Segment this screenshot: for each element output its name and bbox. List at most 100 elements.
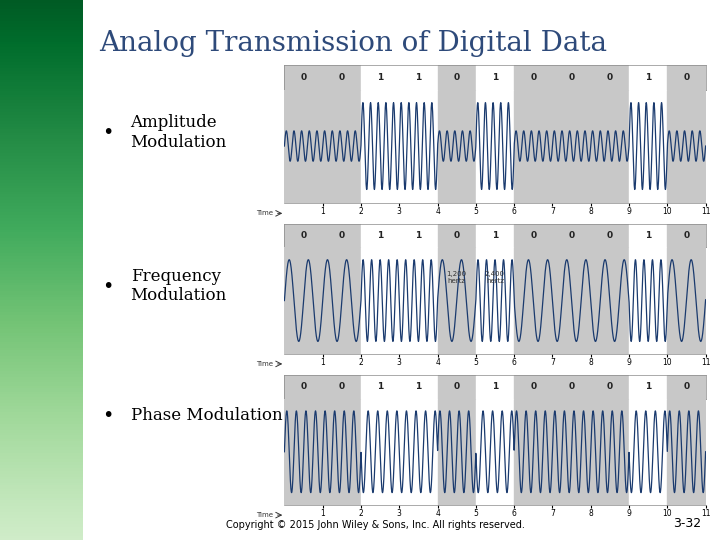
Bar (667, 247, 706, 354)
Bar (667, 399, 706, 505)
Bar (590, 399, 629, 505)
Bar (590, 90, 629, 202)
Bar (590, 65, 629, 90)
Bar (361, 224, 400, 247)
Bar (667, 90, 706, 202)
Text: Copyright © 2015 John Wiley & Sons, Inc. All rights reserved.: Copyright © 2015 John Wiley & Sons, Inc.… (227, 520, 526, 530)
Bar (629, 375, 667, 399)
Bar (323, 247, 361, 354)
Bar (438, 224, 476, 247)
Bar (284, 399, 323, 505)
Text: 1: 1 (377, 73, 383, 82)
Text: 0: 0 (569, 382, 575, 392)
Bar (552, 90, 590, 202)
Bar (514, 375, 552, 399)
Bar (629, 399, 667, 505)
Bar (323, 65, 361, 90)
Text: 1: 1 (492, 231, 498, 240)
Text: Time: Time (256, 512, 273, 518)
Text: 0: 0 (454, 231, 460, 240)
Text: Frequency
Modulation: Frequency Modulation (130, 268, 227, 305)
Text: 0: 0 (607, 231, 613, 240)
Bar (361, 247, 400, 354)
Text: 0: 0 (530, 382, 536, 392)
Text: 1: 1 (377, 231, 383, 240)
Text: 1: 1 (415, 382, 421, 392)
Bar (284, 247, 323, 354)
Bar (667, 65, 706, 90)
Bar (284, 375, 323, 399)
Bar (400, 375, 438, 399)
Bar (476, 247, 514, 354)
Bar (552, 65, 590, 90)
Bar (361, 399, 400, 505)
Text: Phase Modulation: Phase Modulation (130, 407, 282, 424)
Text: 1: 1 (645, 231, 652, 240)
Bar (323, 90, 361, 202)
Bar (400, 224, 438, 247)
Text: 1,200
hertz: 1,200 hertz (446, 271, 467, 284)
Bar (590, 224, 629, 247)
Bar (361, 90, 400, 202)
Bar (438, 65, 476, 90)
Text: Amplitude
Modulation: Amplitude Modulation (130, 114, 227, 151)
Text: 0: 0 (683, 382, 690, 392)
Bar (552, 224, 590, 247)
Text: 0: 0 (454, 382, 460, 392)
Bar (552, 375, 590, 399)
Bar (323, 399, 361, 505)
Bar (629, 224, 667, 247)
Bar (476, 65, 514, 90)
Bar (438, 247, 476, 354)
Text: 0: 0 (607, 73, 613, 82)
Bar (284, 224, 323, 247)
Bar (361, 375, 400, 399)
Bar (476, 90, 514, 202)
Text: 3-32: 3-32 (672, 517, 701, 530)
Text: 1: 1 (492, 382, 498, 392)
Text: 0: 0 (300, 231, 307, 240)
Bar (400, 399, 438, 505)
Text: 0: 0 (339, 382, 345, 392)
Bar (629, 247, 667, 354)
Bar (552, 247, 590, 354)
Bar (514, 65, 552, 90)
Text: 0: 0 (683, 231, 690, 240)
Text: •: • (102, 406, 113, 426)
Text: •: • (102, 123, 113, 142)
Bar (514, 247, 552, 354)
Bar (400, 247, 438, 354)
Text: 0: 0 (569, 231, 575, 240)
Bar (514, 224, 552, 247)
Bar (590, 247, 629, 354)
Bar (438, 90, 476, 202)
Text: 1: 1 (645, 73, 652, 82)
Bar (438, 375, 476, 399)
Text: Time: Time (256, 361, 273, 367)
Bar (476, 224, 514, 247)
Bar (629, 65, 667, 90)
Bar (438, 399, 476, 505)
Text: •: • (102, 276, 113, 296)
Bar (590, 375, 629, 399)
Text: 0: 0 (683, 73, 690, 82)
Text: 0: 0 (339, 231, 345, 240)
Bar (400, 65, 438, 90)
Text: 1: 1 (492, 73, 498, 82)
Bar (667, 375, 706, 399)
Text: 0: 0 (569, 73, 575, 82)
Text: 1: 1 (415, 231, 421, 240)
Text: 0: 0 (530, 73, 536, 82)
Bar (323, 224, 361, 247)
Bar (514, 90, 552, 202)
Bar (400, 90, 438, 202)
Text: 0: 0 (300, 382, 307, 392)
Bar (552, 399, 590, 505)
Text: 2,400
hertz: 2,400 hertz (485, 271, 505, 284)
Text: Time: Time (256, 211, 273, 217)
Text: 1: 1 (645, 382, 652, 392)
Bar (514, 399, 552, 505)
Bar (361, 65, 400, 90)
Bar (323, 375, 361, 399)
Text: 0: 0 (300, 73, 307, 82)
